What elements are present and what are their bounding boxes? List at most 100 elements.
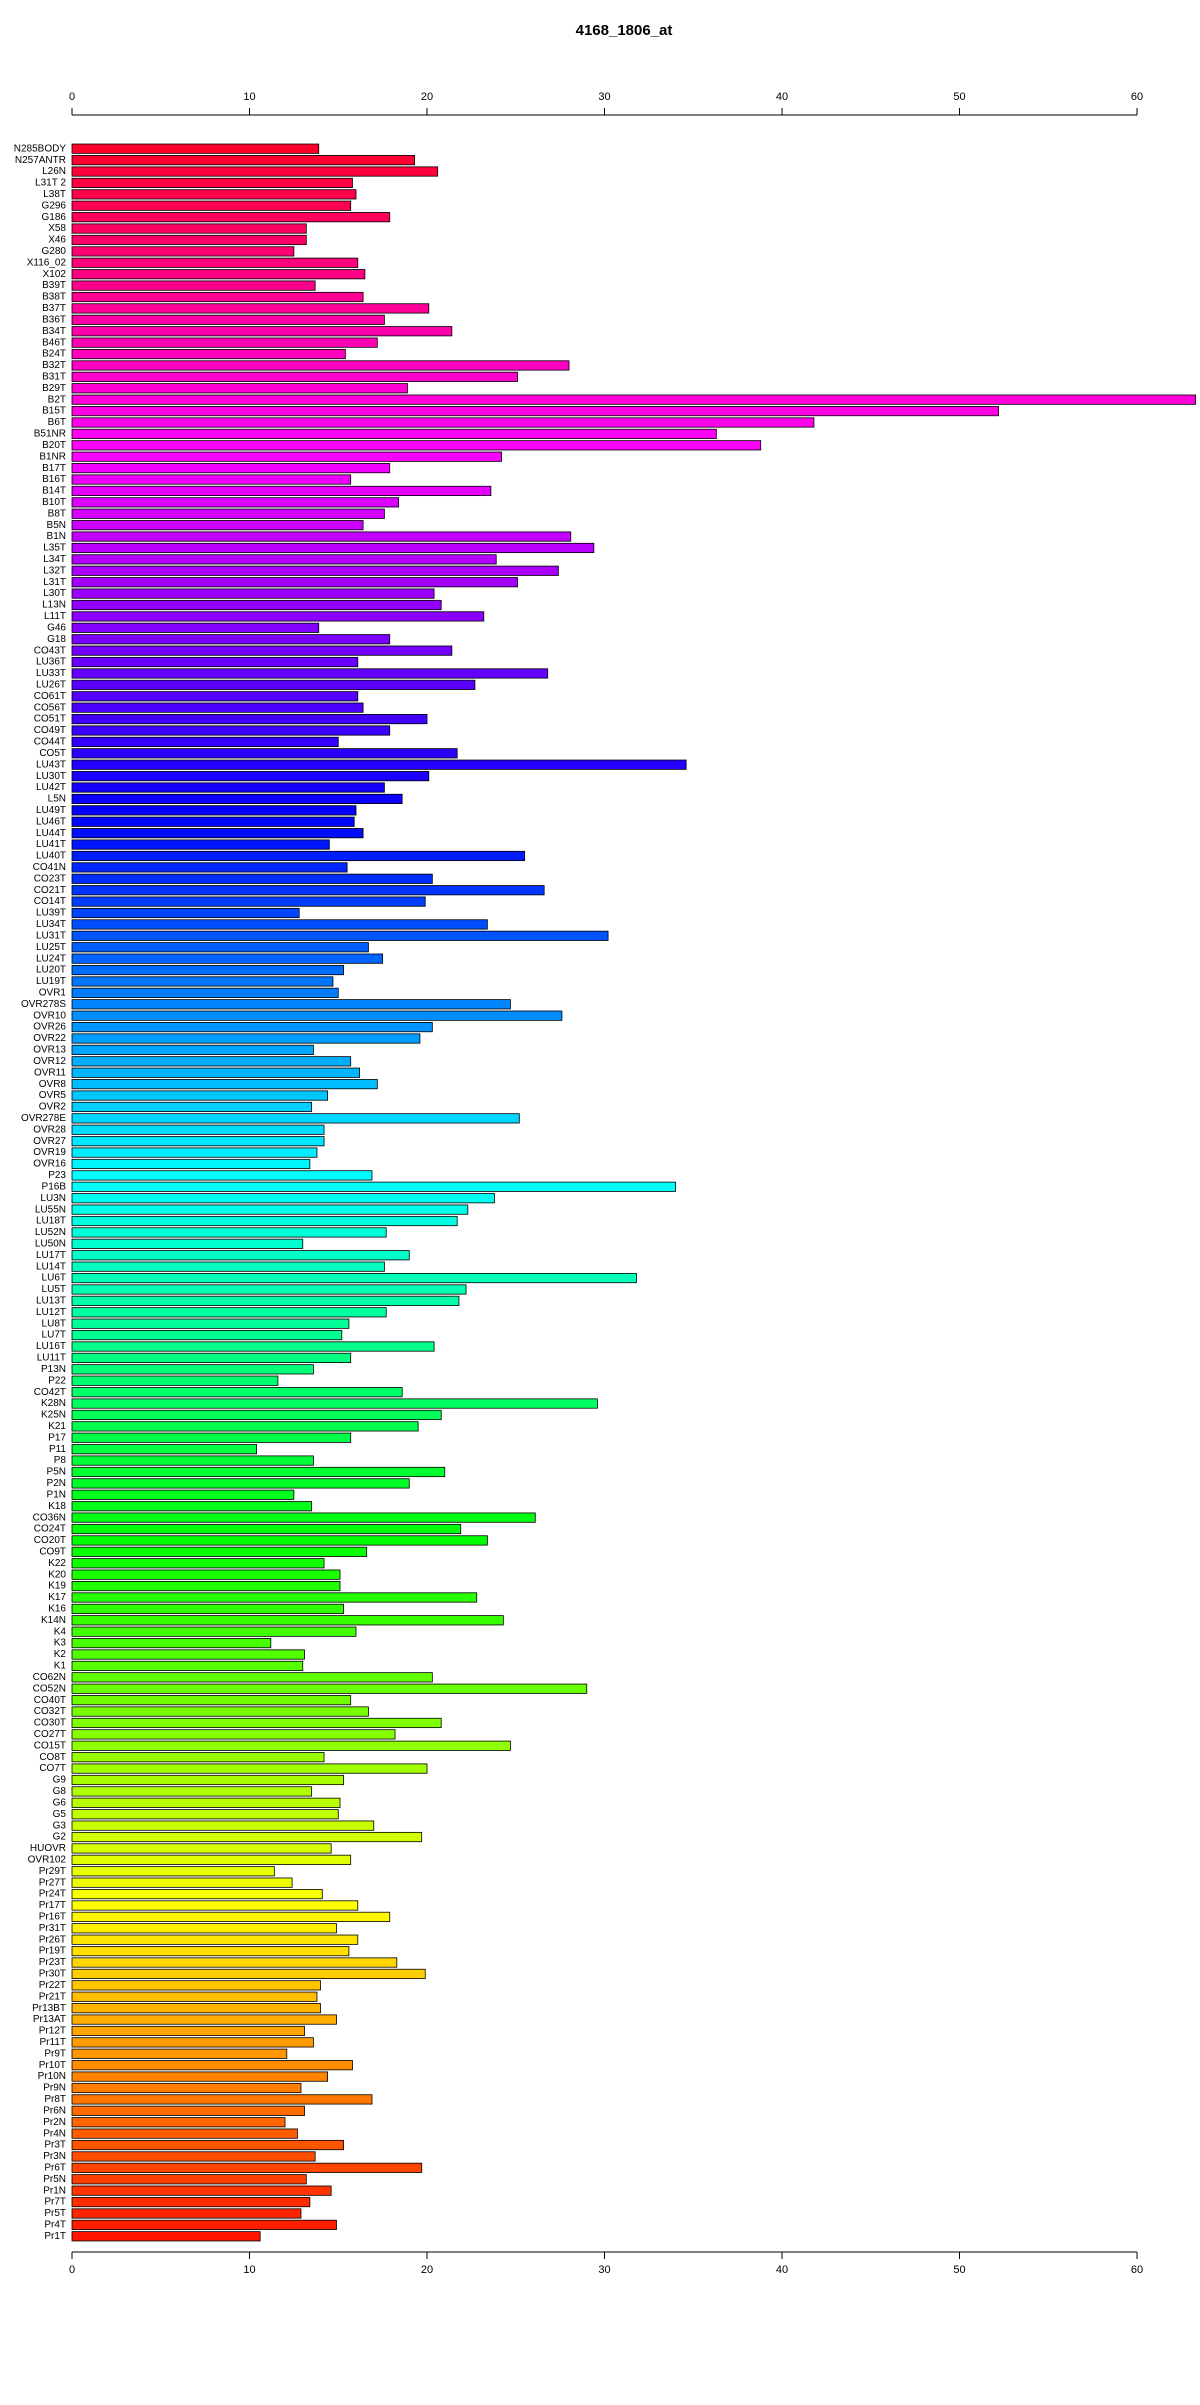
y-tick-label: LU52N: [35, 1227, 66, 1238]
bar: [71, 634, 391, 645]
bar: [71, 1752, 325, 1763]
y-tick-label: G5: [53, 1809, 67, 1820]
x-tick-label: 60: [1131, 91, 1143, 103]
y-tick-label: B46T: [42, 337, 66, 348]
y-tick-label: Pr9N: [43, 2083, 66, 2094]
bar: [71, 2128, 298, 2139]
y-tick-label: OVR5: [39, 1090, 67, 1101]
y-tick-label: LU42T: [36, 782, 66, 793]
bar: [71, 155, 415, 166]
y-tick-label: X58: [48, 223, 66, 234]
y-tick-label: P16B: [42, 1181, 67, 1192]
y-tick-label: B16T: [42, 474, 66, 485]
bar: [71, 588, 435, 599]
y-tick-label: LU36T: [36, 657, 66, 668]
y-tick-label: K21: [48, 1421, 66, 1432]
bar: [71, 406, 999, 417]
y-tick-label: CO40T: [34, 1695, 66, 1706]
bar: [71, 1672, 433, 1683]
bar: [71, 873, 433, 884]
bar: [71, 2082, 302, 2094]
bar: [71, 828, 364, 839]
bar: [71, 531, 572, 542]
bar: [71, 497, 400, 508]
y-tick-label: Pr1T: [44, 2231, 66, 2242]
bar: [71, 656, 359, 668]
y-tick-label: Pr10T: [39, 2060, 66, 2071]
bar: [71, 736, 339, 747]
bar: [71, 862, 348, 873]
bar: [71, 1980, 321, 1991]
bar: [71, 554, 497, 565]
bar: [71, 508, 385, 519]
bar: [71, 2174, 307, 2185]
y-tick-label: B2T: [48, 394, 66, 405]
y-tick-label: L11T: [44, 611, 66, 622]
y-tick-label: B5N: [47, 520, 66, 531]
y-tick-label: L26N: [42, 166, 66, 177]
bar: [71, 1649, 305, 1660]
x-tick-label: 40: [776, 91, 788, 103]
y-tick-label: P11: [49, 1444, 66, 1455]
y-tick-label: K20: [48, 1569, 66, 1580]
y-tick-label: K1: [54, 1661, 67, 1672]
bar: [71, 748, 458, 759]
y-tick-label: Pr31T: [39, 1923, 66, 1934]
bar: [71, 200, 352, 211]
bar: [71, 1067, 360, 1078]
y-tick-label: X46: [48, 235, 66, 246]
bar: [71, 1318, 350, 1329]
y-tick-label: Pr4N: [43, 2128, 66, 2139]
bar: [71, 2060, 353, 2071]
bar: [71, 1820, 375, 1831]
bar: [71, 793, 403, 805]
y-tick-label: Pr26T: [39, 1934, 66, 1945]
bar: [71, 782, 385, 793]
y-tick-label: B32T: [42, 360, 66, 371]
bar: [71, 451, 502, 462]
y-tick-label: CO21T: [34, 885, 66, 896]
y-tick-label: L35T: [43, 543, 66, 554]
y-tick-label: CO44T: [34, 737, 66, 748]
y-tick-label: LU24T: [36, 953, 66, 964]
bar: [71, 246, 295, 257]
bar: [71, 2162, 423, 2173]
bar: [71, 189, 357, 200]
y-tick-label: K14N: [41, 1615, 66, 1626]
y-tick-label: Pr29T: [39, 1866, 66, 1877]
bar: [71, 1911, 391, 1922]
bar: [71, 1535, 488, 1546]
bar: [71, 1250, 410, 1261]
bar: [71, 2185, 332, 2196]
y-tick-label: CO5T: [39, 748, 66, 759]
y-tick-label: Pr27T: [39, 1877, 66, 1888]
y-tick-label: B31T: [42, 371, 66, 382]
y-tick-label: Pr13AT: [33, 2014, 66, 2025]
bar: [71, 291, 364, 303]
y-tick-label: G280: [42, 246, 67, 257]
bar: [71, 1683, 588, 1694]
y-tick-label: LU26T: [36, 680, 66, 691]
y-tick-label: Pr4T: [44, 2220, 66, 2231]
bar: [71, 1124, 325, 1135]
y-tick-label: LU25T: [36, 942, 66, 953]
y-tick-label: CO42T: [34, 1387, 66, 1398]
bar: [71, 542, 595, 554]
y-tick-label: X116_02: [27, 257, 67, 268]
bar: [71, 976, 334, 987]
bar: [71, 2003, 321, 2014]
y-tick-label: Pr22T: [39, 1980, 66, 1991]
y-tick-label: LU7T: [42, 1330, 66, 1341]
bar: [71, 565, 559, 576]
y-tick-label: K4: [54, 1626, 67, 1637]
y-tick-label: LU19T: [36, 976, 66, 987]
bar: [71, 1603, 344, 1614]
bar: [71, 599, 442, 611]
y-tick-label: OVR26: [33, 1022, 66, 1033]
bar: [71, 1147, 318, 1158]
x-tick-label: 40: [776, 2264, 788, 2276]
bar: [71, 1090, 329, 1101]
y-tick-label: CO24T: [34, 1524, 66, 1535]
bar: [71, 1592, 478, 1603]
bar: [71, 1261, 385, 1272]
